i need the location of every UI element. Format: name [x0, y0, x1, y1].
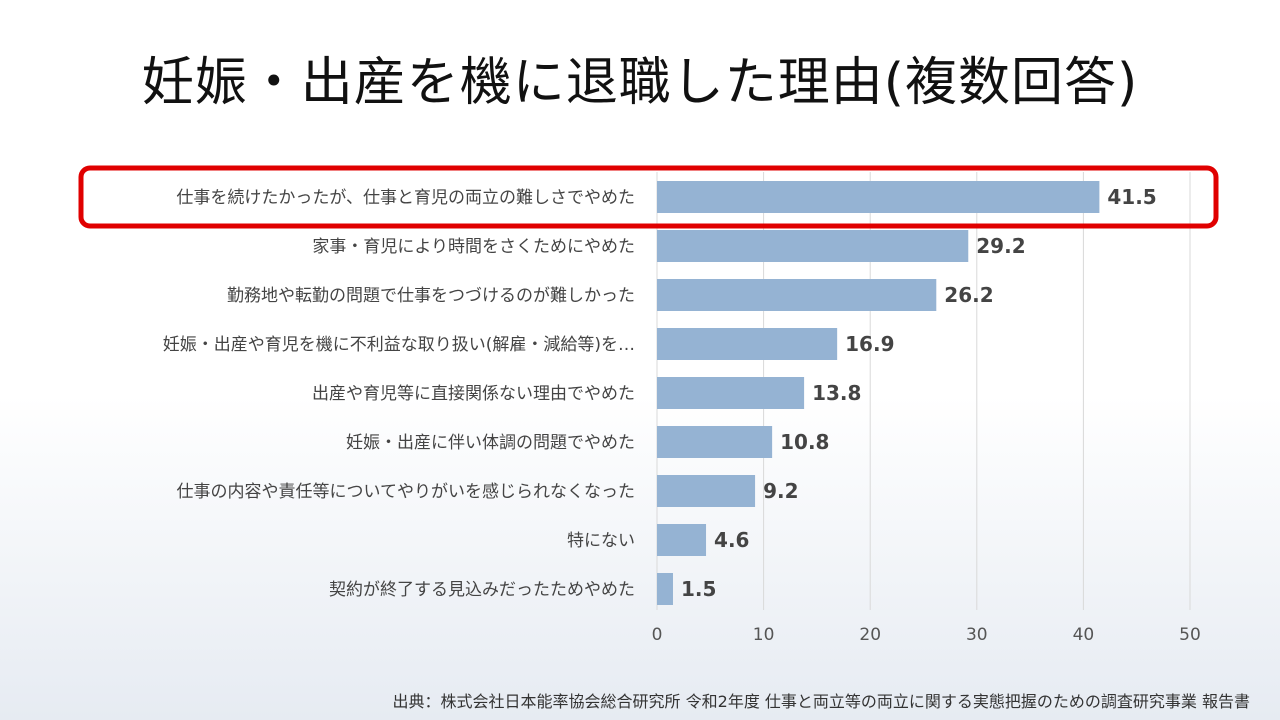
- value-label: 10.8: [780, 430, 829, 454]
- bars: [657, 181, 1100, 605]
- value-labels: 41.5 29.2 26.2 16.9 13.8 10.8 9.2 4.6 1.5: [681, 185, 1157, 601]
- value-label: 13.8: [812, 381, 861, 405]
- value-label: 9.2: [763, 479, 798, 503]
- category-label: 妊娠・出産に伴い体調の問題でやめた: [346, 433, 635, 453]
- highlight-box-layer: [78, 165, 1219, 229]
- page-title: 妊娠・出産を機に退職した理由(複数回答): [141, 53, 1139, 113]
- bar: [657, 524, 707, 556]
- x-tick-label: 10: [753, 625, 775, 645]
- value-label: 41.5: [1107, 185, 1156, 209]
- bar: [657, 573, 673, 605]
- x-axis-ticks: 0 10 20 30 40 50: [652, 625, 1201, 645]
- value-label: 16.9: [845, 332, 894, 356]
- bar: [657, 377, 805, 409]
- bar: [657, 230, 969, 262]
- source-note: 出典：株式会社日本能率協会総合研究所 令和2年度 仕事と両立等の両立に関する実態…: [392, 692, 1250, 711]
- value-label: 4.6: [714, 528, 749, 552]
- category-label: 家事・育児により時間をさくためにやめた: [312, 237, 635, 257]
- category-label: 妊娠・出産や育児を機に不利益な取り扱い(解雇・減給等)を…: [163, 335, 635, 355]
- category-label: 特にない: [567, 531, 635, 551]
- x-tick-label: 0: [652, 625, 663, 645]
- x-tick-label: 40: [1073, 625, 1095, 645]
- bar-chart: 仕事を続けたかったが、仕事と育児の両立の難しさでやめた家事・育児により時間をさく…: [78, 165, 1219, 645]
- bar: [657, 279, 937, 311]
- x-tick-label: 50: [1179, 625, 1201, 645]
- value-label: 1.5: [681, 577, 716, 601]
- bar: [657, 475, 756, 507]
- bar: [657, 426, 773, 458]
- x-tick-label: 30: [966, 625, 988, 645]
- bar: [657, 181, 1100, 213]
- category-label: 契約が終了する見込みだったためやめた: [329, 580, 635, 600]
- highlight-box: [78, 165, 1219, 229]
- value-label: 29.2: [976, 234, 1025, 258]
- category-label: 勤務地や転勤の問題で仕事をつづけるのが難しかった: [227, 286, 635, 306]
- bar: [657, 328, 838, 360]
- category-labels: 仕事を続けたかったが、仕事と育児の両立の難しさでやめた家事・育児により時間をさく…: [163, 188, 635, 600]
- category-label: 仕事を続けたかったが、仕事と育児の両立の難しさでやめた: [176, 188, 635, 208]
- category-label: 出産や育児等に直接関係ない理由でやめた: [312, 384, 635, 404]
- value-label: 26.2: [944, 283, 993, 307]
- category-label: 仕事の内容や責任等についてやりがいを感じられなくなった: [177, 482, 636, 502]
- x-tick-label: 20: [859, 625, 881, 645]
